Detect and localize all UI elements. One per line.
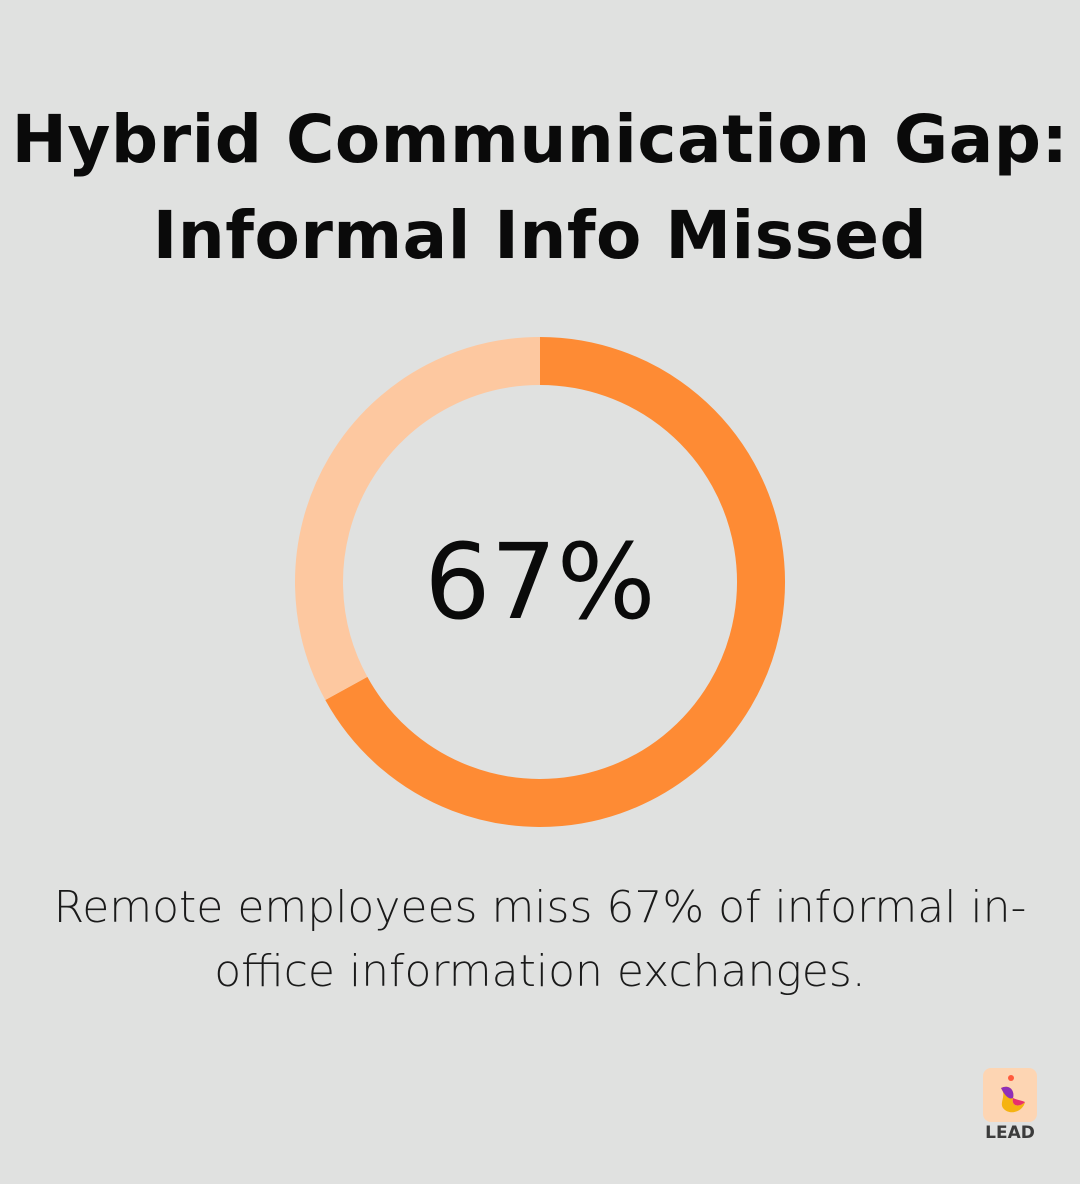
page-title: Hybrid Communication Gap: Informal Info … (11, 101, 1069, 274)
logo-mark-icon (1001, 1075, 1025, 1113)
donut-slice-remainder (295, 337, 541, 701)
logo-text: LEAD (985, 1123, 1035, 1143)
donut-center-label: 67% (424, 521, 656, 643)
lead-logo (983, 1068, 1037, 1122)
donut-chart (295, 337, 785, 827)
caption: Remote employees miss 67% of informal in… (53, 882, 1027, 997)
donut-slice-highlighted (325, 337, 785, 827)
